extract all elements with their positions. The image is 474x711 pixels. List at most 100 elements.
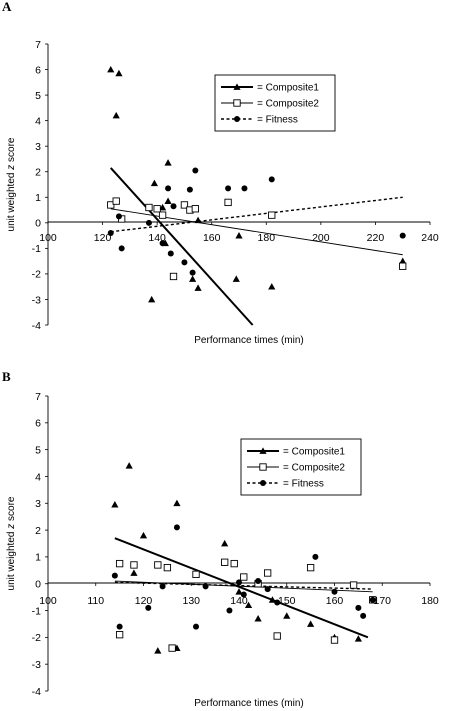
data-point-fitness — [116, 623, 123, 630]
data-point-composite2 — [169, 272, 178, 281]
data-point-fitness — [189, 269, 196, 276]
y-tick-label: 1 — [35, 192, 41, 204]
data-point-fitness — [145, 604, 152, 611]
data-point-composite2 — [330, 636, 339, 644]
data-point-fitness — [264, 586, 271, 593]
y-tick-label: 5 — [35, 444, 41, 456]
data-point-composite2 — [153, 205, 161, 213]
y-tick-label: 0 — [35, 579, 41, 591]
data-point-composite1 — [107, 65, 115, 73]
data-point-composite1 — [150, 179, 159, 187]
y-tick-label: 2 — [35, 525, 41, 537]
data-point-fitness — [118, 245, 125, 252]
data-point-composite2 — [399, 262, 407, 270]
data-point-composite1 — [111, 501, 119, 508]
legend-marker — [259, 447, 267, 454]
x-tick-label: 120 — [94, 232, 112, 244]
x-tick-label: 100 — [39, 232, 57, 244]
data-point-fitness — [111, 572, 118, 579]
data-point-composite1 — [221, 539, 229, 547]
data-point-composite1 — [112, 111, 120, 119]
data-point-composite1 — [159, 203, 167, 211]
data-point-composite2 — [230, 559, 238, 568]
y-tick-label: 3 — [35, 498, 41, 510]
y-tick-label: -2 — [32, 269, 41, 281]
x-tick-label: 220 — [367, 232, 385, 244]
data-point-fitness — [312, 553, 319, 560]
data-point-fitness — [236, 579, 242, 586]
data-point-composite2 — [168, 644, 176, 652]
y-axis-label: unit weighted z score — [6, 137, 17, 231]
legend-label: = Fitness — [283, 479, 324, 490]
data-point-composite2 — [268, 211, 276, 219]
data-point-fitness — [355, 604, 362, 611]
data-point-composite1 — [354, 635, 362, 642]
trend-line-composite1 — [110, 167, 254, 326]
data-point-composite2 — [154, 561, 162, 569]
data-point-fitness — [115, 213, 122, 220]
legend-label: = Fitness — [257, 115, 298, 126]
data-point-fitness — [202, 583, 209, 590]
y-tick-label: 4 — [35, 115, 41, 127]
data-point-composite1 — [115, 69, 123, 77]
x-tick-label: 170 — [373, 595, 391, 607]
data-point-composite2 — [158, 211, 167, 219]
data-point-fitness — [145, 219, 152, 226]
y-tick-label: 7 — [35, 39, 41, 51]
data-point-fitness — [173, 524, 180, 531]
legend-label: = Composite1 — [283, 447, 345, 458]
data-point-composite1 — [232, 275, 240, 282]
data-point-composite1 — [254, 614, 262, 622]
legend-marker — [233, 83, 241, 90]
x-tick-label: 160 — [326, 595, 344, 607]
legend-marker — [233, 99, 241, 107]
data-point-composite1 — [399, 257, 407, 265]
y-tick-label: -1 — [32, 605, 41, 617]
data-point-composite1 — [164, 197, 172, 204]
y-tick-label: 3 — [35, 141, 41, 153]
data-point-composite1 — [283, 612, 291, 619]
data-point-composite2 — [192, 570, 200, 578]
data-point-fitness — [167, 250, 174, 257]
y-tick-label: -2 — [32, 632, 41, 644]
data-point-fitness — [369, 596, 376, 603]
data-point-composite1 — [130, 569, 138, 576]
data-point-composite2 — [107, 201, 115, 209]
y-tick-label: -4 — [32, 686, 41, 698]
data-point-composite1 — [154, 647, 162, 654]
x-tick-label: 130 — [182, 595, 200, 607]
trend-line-composite1 — [114, 537, 369, 639]
x-tick-label: 180 — [258, 232, 276, 244]
data-point-composite2 — [163, 563, 172, 572]
x-tick-label: 140 — [230, 595, 248, 607]
y-tick-label: 5 — [35, 90, 41, 102]
data-point-composite1 — [307, 620, 315, 627]
data-point-composite2 — [180, 201, 189, 209]
data-point-composite2 — [191, 205, 199, 213]
x-tick-label: 110 — [87, 595, 104, 607]
legend-marker — [260, 480, 266, 486]
data-point-composite1 — [173, 499, 181, 507]
data-point-composite1 — [235, 588, 243, 595]
trend-line-fitness — [114, 581, 373, 590]
x-axis-label: Performance times (min) — [194, 698, 303, 709]
y-tick-label: 2 — [35, 167, 41, 179]
y-tick-label: 1 — [35, 552, 41, 564]
panel-b-letter: B — [2, 369, 11, 384]
data-point-composite2 — [115, 631, 124, 639]
data-point-fitness — [159, 240, 166, 247]
data-point-composite1 — [194, 216, 202, 224]
data-point-fitness — [186, 186, 193, 193]
legend-label: = Composite1 — [257, 83, 319, 94]
legend-label: = Composite2 — [283, 463, 345, 474]
y-tick-label: 7 — [35, 391, 41, 403]
data-point-fitness — [165, 185, 172, 192]
panel-a-letter: A — [2, 0, 12, 14]
x-tick-label: 240 — [421, 232, 439, 244]
data-point-composite1 — [125, 462, 133, 469]
data-point-composite1 — [268, 283, 276, 290]
data-point-fitness — [240, 591, 247, 598]
data-point-fitness — [107, 230, 114, 237]
x-tick-label: 180 — [421, 595, 439, 607]
